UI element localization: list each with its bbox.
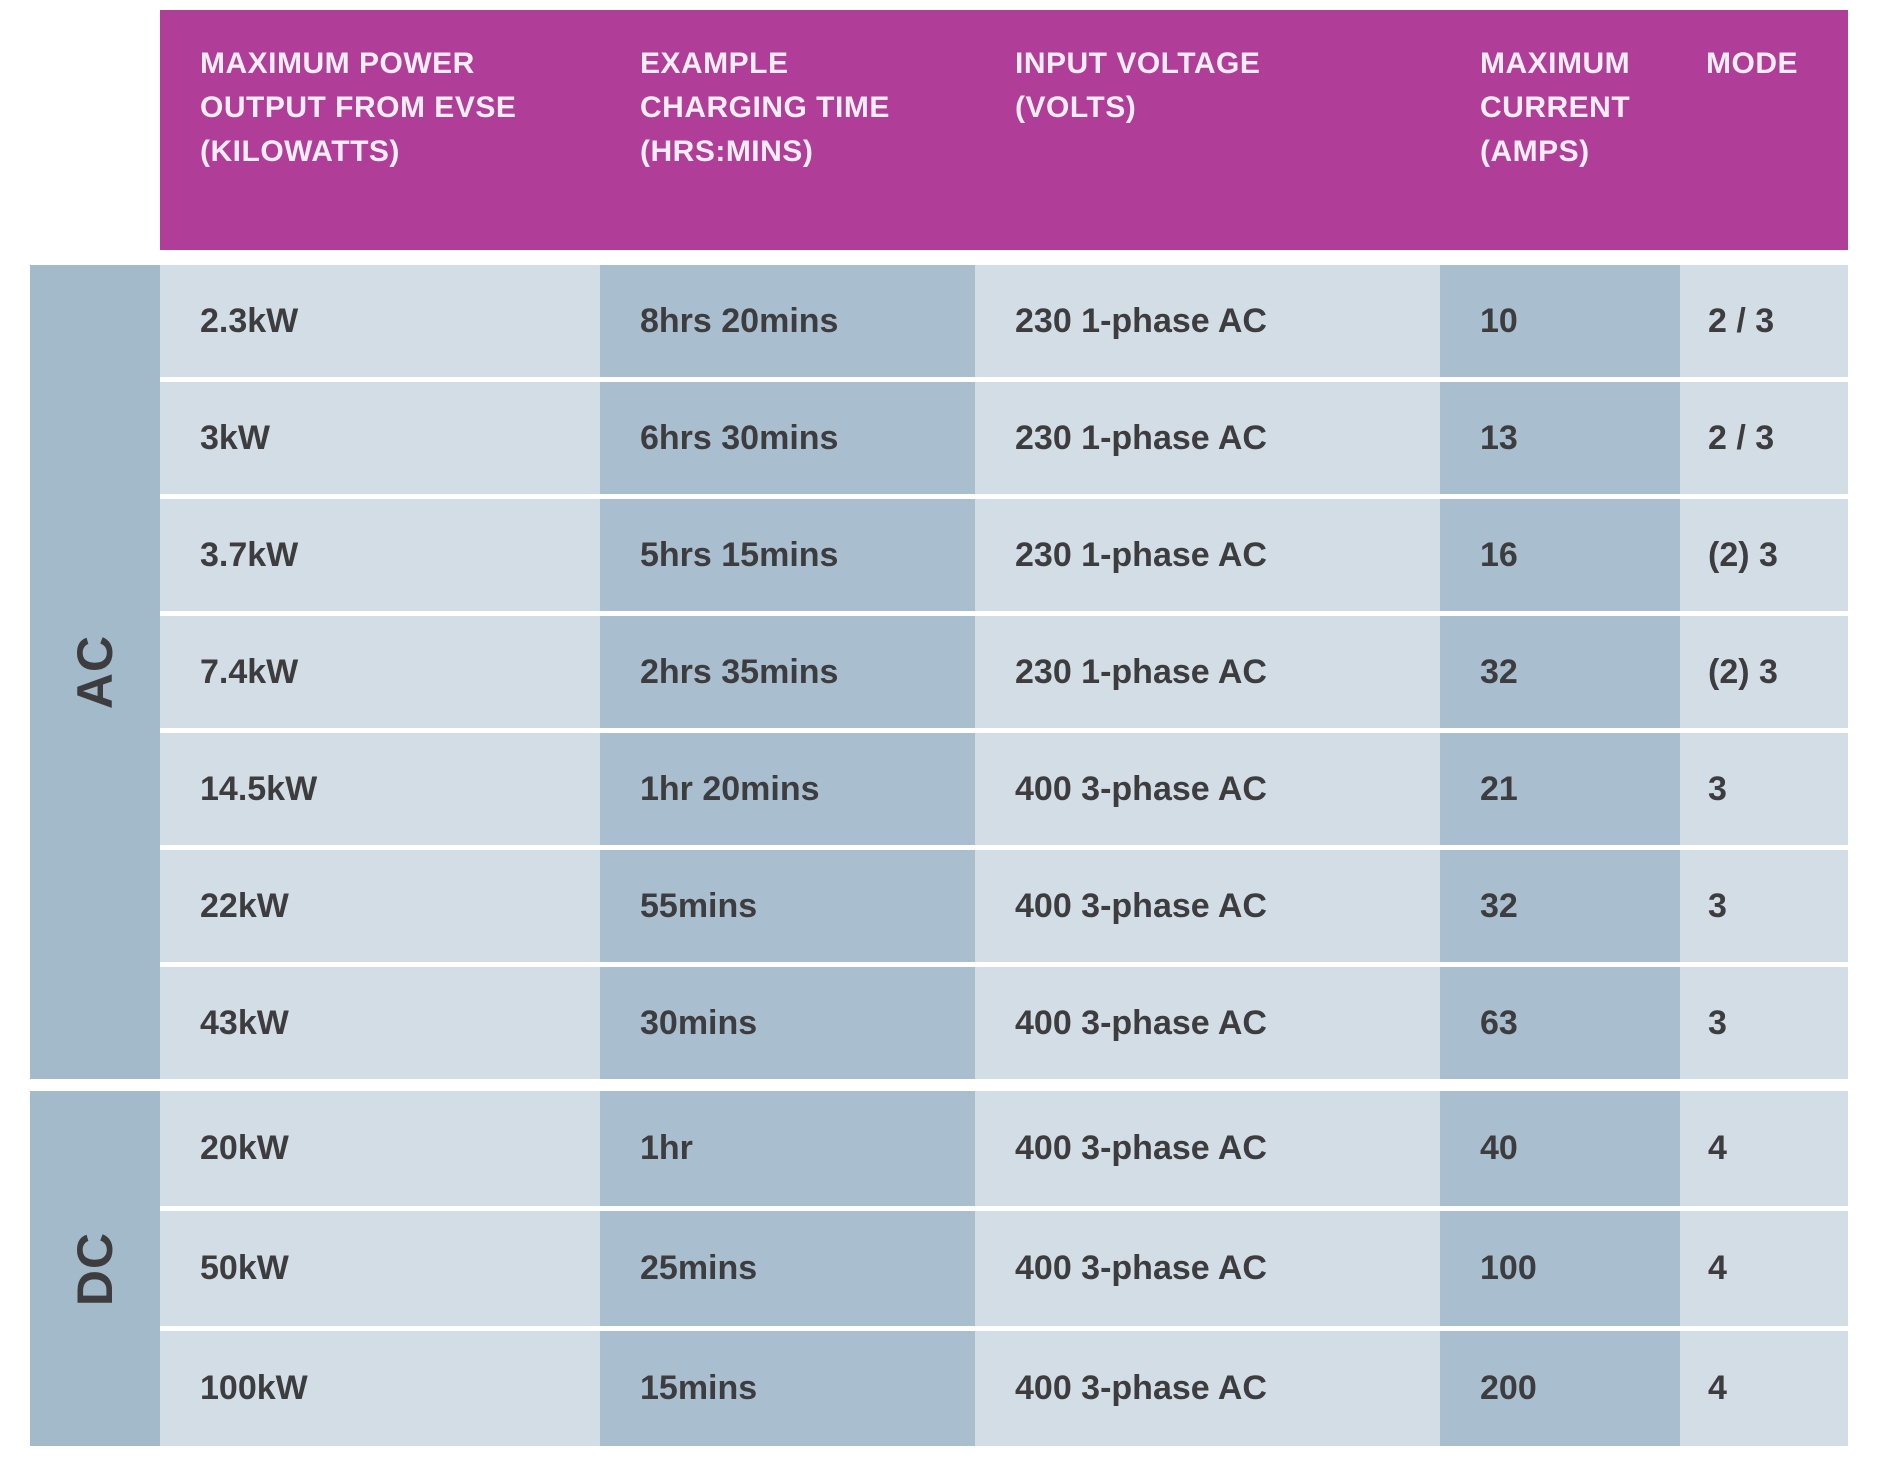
cell-current: 40 — [1440, 1091, 1680, 1206]
cell-current: 32 — [1440, 616, 1680, 728]
cell-voltage: 400 3-phase AC — [975, 850, 1440, 962]
header-line: (KILOWATTS) — [200, 135, 400, 168]
header-line: (VOLTS) — [1015, 91, 1137, 124]
column-header-power: MAXIMUM POWER OUTPUT FROM EVSE (KILOWATT… — [160, 10, 600, 250]
table-body: AC 2.3kW 8hrs 20mins 230 1-phase AC 10 2… — [30, 265, 1848, 1446]
cell-time: 1hr 20mins — [600, 733, 975, 845]
cell-time: 5hrs 15mins — [600, 499, 975, 611]
cell-current: 21 — [1440, 733, 1680, 845]
cell-time: 55mins — [600, 850, 975, 962]
cell-voltage: 400 3-phase AC — [975, 1091, 1440, 1206]
cell-power: 2.3kW — [160, 265, 600, 377]
header-line: (AMPS) — [1480, 135, 1590, 168]
cell-voltage: 400 3-phase AC — [975, 967, 1440, 1079]
cell-power: 3.7kW — [160, 499, 600, 611]
cell-power: 3kW — [160, 382, 600, 494]
group-dc: DC 20kW 1hr 400 3-phase AC 40 4 50kW 25m… — [30, 1091, 1848, 1446]
cell-current: 10 — [1440, 265, 1680, 377]
cell-current: 100 — [1440, 1211, 1680, 1326]
header-line: CHARGING TIME — [640, 91, 890, 124]
header-line: CURRENT — [1480, 91, 1631, 124]
cell-voltage: 230 1-phase AC — [975, 265, 1440, 377]
table-header: MAXIMUM POWER OUTPUT FROM EVSE (KILOWATT… — [160, 10, 1848, 250]
header-line: MAXIMUM — [1480, 47, 1631, 80]
cell-voltage: 230 1-phase AC — [975, 499, 1440, 611]
header-line: MAXIMUM POWER — [200, 47, 475, 80]
column-header-time: EXAMPLE CHARGING TIME (HRS:MINS) — [600, 10, 975, 250]
cell-time: 6hrs 30mins — [600, 382, 975, 494]
header-line: EXAMPLE — [640, 47, 789, 80]
group-label-ac-text: AC — [67, 634, 123, 710]
cell-voltage: 400 3-phase AC — [975, 1331, 1440, 1446]
column-header-voltage: INPUT VOLTAGE (VOLTS) — [975, 10, 1440, 250]
cell-current: 13 — [1440, 382, 1680, 494]
cell-mode: 4 — [1680, 1331, 1848, 1446]
cell-current: 16 — [1440, 499, 1680, 611]
cell-power: 20kW — [160, 1091, 600, 1206]
group-label-dc-text: DC — [67, 1231, 123, 1306]
cell-time: 2hrs 35mins — [600, 616, 975, 728]
cell-time: 30mins — [600, 967, 975, 1079]
cell-voltage: 230 1-phase AC — [975, 616, 1440, 728]
cell-current: 200 — [1440, 1331, 1680, 1446]
cell-power: 22kW — [160, 850, 600, 962]
cell-time: 1hr — [600, 1091, 975, 1206]
cell-mode: 2 / 3 — [1680, 265, 1848, 377]
cell-power: 50kW — [160, 1211, 600, 1326]
column-header-mode: MODE — [1680, 10, 1848, 250]
cell-mode: (2) 3 — [1680, 499, 1848, 611]
header-line: INPUT VOLTAGE — [1015, 47, 1261, 80]
cell-mode: 3 — [1680, 733, 1848, 845]
group-ac: AC 2.3kW 8hrs 20mins 230 1-phase AC 10 2… — [30, 265, 1848, 1079]
cell-power: 100kW — [160, 1331, 600, 1446]
cell-power: 7.4kW — [160, 616, 600, 728]
cell-voltage: 400 3-phase AC — [975, 1211, 1440, 1326]
cell-mode: (2) 3 — [1680, 616, 1848, 728]
cell-time: 15mins — [600, 1331, 975, 1446]
cell-time: 8hrs 20mins — [600, 265, 975, 377]
cell-mode: 4 — [1680, 1091, 1848, 1206]
cell-mode: 3 — [1680, 850, 1848, 962]
header-line: (HRS:MINS) — [640, 135, 814, 168]
cell-voltage: 400 3-phase AC — [975, 733, 1440, 845]
column-header-current: MAXIMUM CURRENT (AMPS) — [1440, 10, 1680, 250]
cell-power: 14.5kW — [160, 733, 600, 845]
group-label-ac: AC — [30, 265, 160, 1079]
cell-mode: 3 — [1680, 967, 1848, 1079]
cell-time: 25mins — [600, 1211, 975, 1326]
cell-mode: 4 — [1680, 1211, 1848, 1326]
cell-power: 43kW — [160, 967, 600, 1079]
cell-current: 63 — [1440, 967, 1680, 1079]
header-line: OUTPUT FROM EVSE — [200, 91, 517, 124]
header-line: MODE — [1706, 47, 1798, 80]
cell-current: 32 — [1440, 850, 1680, 962]
group-label-dc: DC — [30, 1091, 160, 1446]
cell-voltage: 230 1-phase AC — [975, 382, 1440, 494]
cell-mode: 2 / 3 — [1680, 382, 1848, 494]
